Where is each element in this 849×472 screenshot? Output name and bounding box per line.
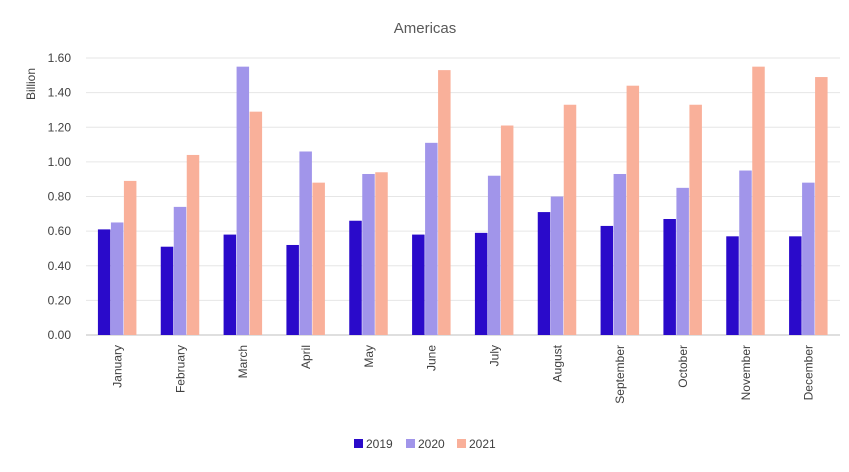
bar-2019-september [600,225,614,335]
bar-2021-august [563,104,577,336]
bars [97,66,828,336]
bar-2019-december [789,236,802,335]
bar-2020-june [425,142,438,335]
bar-2020-july [487,175,501,335]
legend-swatch-2020 [406,439,415,448]
y-tick-label: 0.20 [48,293,72,307]
bar-2019-october [663,219,676,335]
x-tick-label: January [110,345,124,388]
y-tick-label: 1.40 [48,86,72,100]
legend-swatch-2019 [354,439,363,448]
x-tick-label: November [739,345,753,400]
bar-2021-december [815,77,828,335]
x-tick-label: May [362,345,376,368]
bar-2021-march [249,111,263,335]
x-tick-label: February [173,345,187,393]
bar-2021-june [438,70,451,336]
bar-2019-january [97,229,111,335]
x-tick-label: December [802,345,816,400]
y-axis-label: Billion [24,68,38,100]
legend: 2019 2020 2021 [354,437,496,451]
bar-2020-march [236,66,250,335]
y-tick-labels: 0.00 0.20 0.40 0.60 0.80 1.00 1.20 1.40 1.60 [48,51,72,342]
bar-2019-august [537,212,551,335]
x-tick-label: September [613,345,627,404]
x-tick-label: March [236,345,250,378]
bar-2020-january [110,222,124,335]
bar-2020-august [550,196,564,335]
bar-2020-november [739,170,752,335]
x-tick-labels: January February March April May June July Augu… [110,344,815,403]
y-tick-label: 0.00 [48,328,72,342]
y-tick-label: 1.00 [48,155,72,169]
bar-2019-november [726,236,739,335]
bar-2021-september [626,85,640,335]
chart-title: Americas [394,20,457,37]
legend-label: 2020 [418,437,445,451]
legend-label: 2019 [366,437,393,451]
bar-2020-may [362,173,375,335]
bar-2019-july [474,232,488,335]
y-tick-label: 0.80 [48,190,72,204]
x-tick-label: July [487,345,501,366]
bar-2020-september [613,173,627,335]
y-tick-label: 0.40 [48,259,72,273]
legend-swatch-2021 [457,439,466,448]
x-tick-label: August [550,344,564,382]
bar-2021-july [500,125,514,335]
bar-2021-april [312,182,325,335]
bar-2021-february [186,154,200,335]
bar-2020-october [676,187,689,335]
bar-2020-february [173,206,187,335]
y-tick-label: 0.60 [48,224,72,238]
x-tick-label: June [425,345,439,371]
bar-2020-april [299,151,312,335]
bar-2019-june [412,234,425,335]
y-tick-label: 1.20 [48,120,72,134]
bar-2019-may [349,220,362,335]
bar-2021-november [752,66,765,335]
bar-2021-may [375,172,388,335]
bar-2021-january [123,180,137,335]
y-tick-label: 1.60 [48,51,72,65]
bar-2021-october [689,104,702,336]
x-tick-label: April [299,345,313,369]
bar-2019-march [223,234,237,335]
x-tick-label: October [676,345,690,388]
legend-label: 2021 [469,437,496,451]
bar-2019-april [286,244,299,335]
gridlines [86,57,840,336]
bar-2019-february [160,246,174,335]
bar-2020-december [802,182,815,335]
